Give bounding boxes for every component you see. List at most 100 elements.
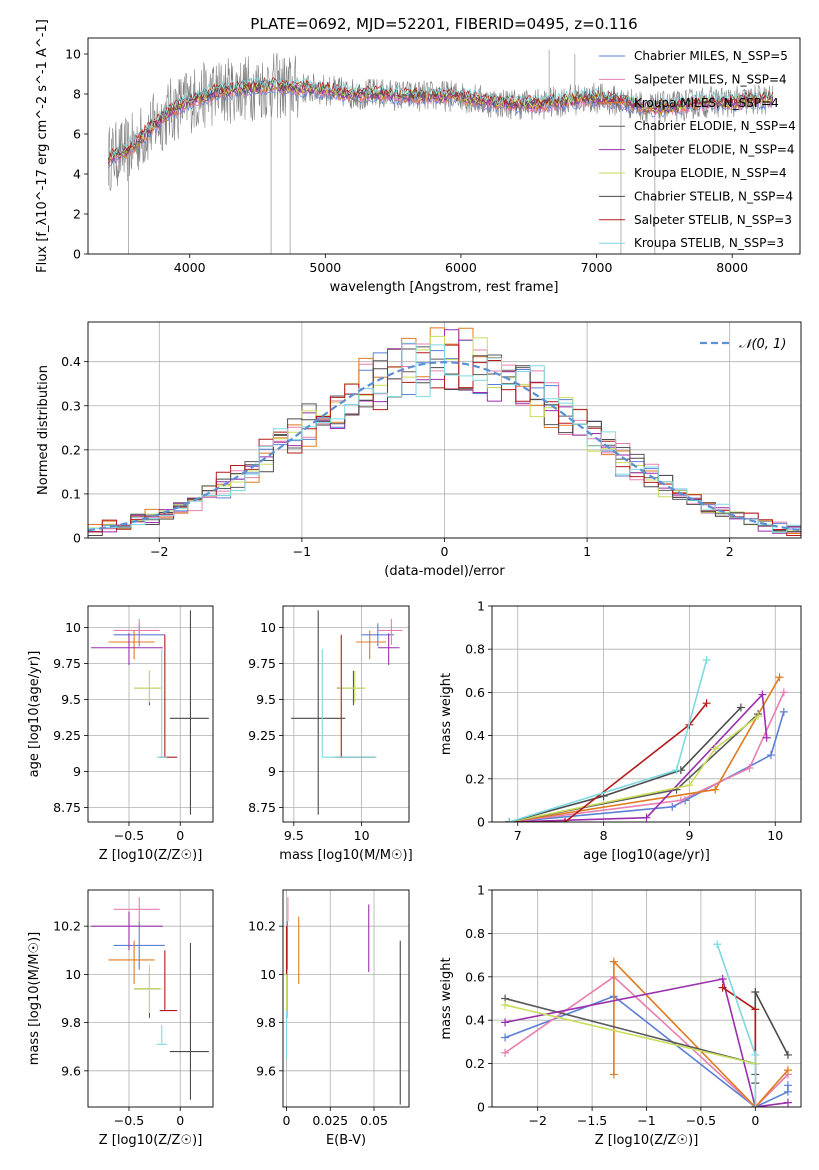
legend-label-gaussian: 𝒩(0, 1) (739, 337, 786, 352)
y-tick-label: 9.25 (53, 728, 81, 743)
axes-frame (87, 37, 801, 255)
axes-frame (87, 321, 802, 539)
weight-marker-salpeter_elodie (718, 974, 727, 983)
weight-marker-chabrier_stelib (783, 1050, 792, 1059)
x-tick-label: 0 (176, 828, 184, 843)
y-tick-label: 9 (268, 764, 276, 779)
x-tick-label: −1 (637, 1113, 655, 1128)
x-axis-label: Z [log10(Z/Z☉)] (595, 1133, 699, 1148)
y-tick-label: 0.8 (465, 926, 485, 941)
y-tick-label: 9.25 (248, 728, 276, 743)
weight-marker-salpeter_stelib (718, 983, 727, 992)
x-tick-label: 6000 (445, 260, 477, 275)
y-tick-label: 9.8 (61, 1015, 81, 1030)
x-tick-label: −2 (150, 544, 168, 559)
axes-frame (87, 889, 214, 1108)
x-tick-label: −0.5 (686, 1113, 716, 1128)
y-tick-label: 9.6 (61, 1063, 81, 1078)
weight-marker-salpeter_elodie (758, 690, 767, 699)
weight-marker-salpeter_stelib (751, 1005, 760, 1014)
y-tick-label: 10.2 (248, 919, 276, 934)
y-tick-label: 2 (73, 207, 81, 222)
y-tick-label: 0.6 (465, 685, 485, 700)
axes-frame (282, 889, 410, 1108)
legend-label-salpeter_elodie: Salpeter ELODIE, N_SSP=4 (634, 143, 795, 157)
spectrum-legend: Chabrier MILES, N_SSP=5 Salpeter MILES, N… (599, 49, 796, 250)
x-tick-label: 2 (726, 544, 734, 559)
y-axis-label: mass [log10(M/M☉)] (27, 932, 42, 1065)
y-tick-label: 10 (65, 620, 81, 635)
weight-marker-salpeter_elodie (642, 813, 651, 822)
x-tick-label: 0.025 (312, 1113, 348, 1128)
plot-area (291, 610, 403, 815)
weight-marker-kroupa_elodie (685, 781, 694, 790)
y-tick-label: 0.4 (465, 728, 485, 743)
legend-label-kroupa_elodie: Kroupa ELODIE, N_SSP=4 (634, 166, 787, 180)
y-tick-label: 10.2 (53, 919, 81, 934)
weight-line-salpeter_elodie (504, 978, 789, 1107)
legend-label-salpeter_miles: Salpeter MILES, N_SSP=4 (634, 72, 787, 86)
weight-marker-salpeter_elodie (783, 1098, 792, 1107)
axes-frame (87, 605, 214, 823)
panel-age_vs_Z: −0.5 0 8.75 9 9.25 9.5 9.75 10 Z [log10(Z/Z☉)] ag… (27, 605, 214, 863)
weight-marker-kroupa_miles (775, 673, 784, 682)
legend-label-kroupa_miles: Kroupa MILES, N_SSP=4 (634, 96, 779, 110)
weight-line-kroupa_elodie (509, 715, 759, 822)
panel-weight_vs_age: 7 8 9 10 0 0.2 0.4 0.6 0.8 1 age [log10(age/yr)] ma… (439, 599, 802, 863)
y-axis-label: Flux [f_λ10^-17 erg cm^-2 s^-1 A^-1] (35, 19, 50, 273)
x-tick-label: 7000 (581, 260, 613, 275)
y-axis-label: mass weight (439, 673, 454, 755)
y-tick-label: 1 (477, 599, 485, 614)
weight-marker-salpeter_miles (501, 1048, 510, 1057)
weight-marker-kroupa_elodie (501, 1001, 510, 1010)
y-axis-label: age [log10(age/yr)] (27, 651, 42, 778)
weight-marker-kroupa_stelib (713, 940, 722, 949)
y-tick-label: 1 (477, 883, 485, 898)
x-tick-label: −0.5 (114, 828, 144, 843)
y-tick-label: 0 (73, 531, 81, 546)
figure-title: PLATE=0692, MJD=52201, FIBERID=0495, z=0… (250, 15, 637, 33)
weight-marker-kroupa_stelib (672, 766, 681, 775)
axes-frame (491, 605, 802, 823)
histogram-kroupa_stelib (88, 342, 801, 537)
x-tick-label: 0 (751, 1113, 759, 1128)
y-tick-label: 0.2 (465, 1056, 485, 1071)
legend-label-chabrier_elodie: Chabrier ELODIE, N_SSP=4 (634, 119, 796, 133)
weight-marker-kroupa_miles (609, 957, 618, 966)
x-tick-label: 9 (685, 828, 693, 843)
weight-marker-kroupa_miles (609, 1070, 618, 1079)
y-tick-label: 6 (73, 127, 81, 142)
weight-marker-chabrier_miles (779, 707, 788, 716)
y-tick-label: 9.75 (53, 656, 81, 671)
weight-marker-kroupa_elodie (711, 744, 720, 753)
y-tick-label: 0.8 (465, 642, 485, 657)
plot-area (91, 610, 209, 815)
plot-area (107, 50, 774, 254)
x-tick-label: −1.5 (577, 1113, 607, 1128)
x-tick-label: 10 (354, 828, 370, 843)
x-tick-label: 7 (514, 828, 522, 843)
legend-label-chabrier_stelib: Chabrier STELIB, N_SSP=4 (634, 189, 793, 203)
x-tick-label: 0 (283, 1113, 291, 1128)
model-line-kroupa_elodie (107, 80, 774, 162)
y-tick-label: 8.75 (53, 800, 81, 815)
plot-area (285, 897, 401, 1105)
x-axis-label: age [log10(age/yr)] (583, 848, 710, 863)
weight-line-kroupa_miles (613, 959, 789, 1107)
x-tick-label: 8 (600, 828, 608, 843)
weight-marker-chabrier_miles (783, 1081, 792, 1090)
x-tick-label: 0 (441, 544, 449, 559)
model-line-kroupa_stelib (107, 76, 774, 159)
panel-age_vs_mass: 9.5 10 8.75 9 9.25 9.5 9.75 10 mass [log10(M/M☉)… (248, 605, 413, 863)
weight-line-salpeter_stelib (509, 702, 708, 822)
y-tick-label: 8.75 (248, 800, 276, 815)
y-tick-label: 9.6 (256, 1063, 276, 1078)
residual-legend: 𝒩(0, 1) (700, 337, 786, 352)
y-tick-label: 9 (73, 764, 81, 779)
x-tick-label: −0.5 (114, 1113, 144, 1128)
weight-marker-chabrier_stelib (736, 703, 745, 712)
x-axis-label: Z [log10(Z/Z☉)] (99, 1133, 203, 1148)
weight-marker-salpeter_stelib (702, 699, 711, 708)
y-tick-label: 0.1 (61, 486, 81, 501)
weight-line-kroupa_elodie (504, 1004, 756, 1065)
